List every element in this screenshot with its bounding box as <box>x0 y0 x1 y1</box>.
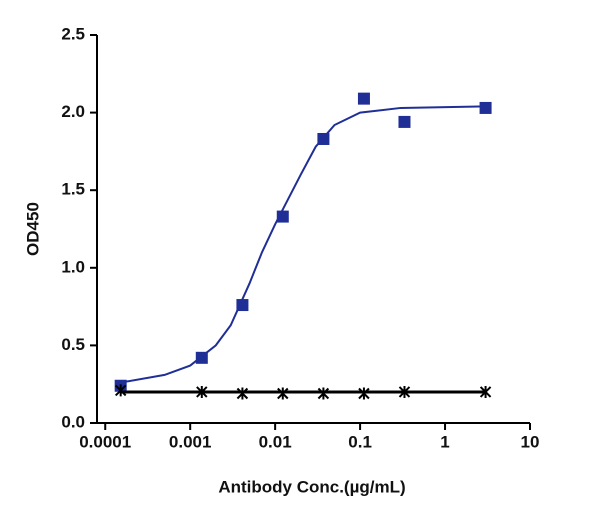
data-point <box>398 115 411 128</box>
y-axis-label: OD450 <box>23 202 42 256</box>
y-tick-label: 2.5 <box>61 24 85 43</box>
data-point <box>479 101 492 114</box>
data-point <box>358 387 370 400</box>
y-tick-label: 1.0 <box>61 257 85 276</box>
data-point <box>398 385 411 398</box>
fit-curve <box>120 105 486 384</box>
data-point <box>196 385 208 398</box>
data-point <box>317 387 330 400</box>
data-point <box>277 387 289 400</box>
data-point <box>357 92 370 105</box>
y-tick-label: 0.0 <box>61 412 85 431</box>
y-tick-label: 1.5 <box>61 180 85 199</box>
data-point <box>479 385 492 398</box>
data-point <box>114 384 127 397</box>
data-point <box>276 210 289 223</box>
y-tick-label: 2.0 <box>61 102 85 121</box>
data-point <box>195 351 208 364</box>
y-tick-label: 0.5 <box>61 335 85 354</box>
x-axis-label: Antibody Conc.(µg/mL) <box>218 477 405 496</box>
x-tick-label: 0.0001 <box>79 432 131 451</box>
x-tick-label: 10 <box>521 432 540 451</box>
x-tick-label: 1 <box>440 432 449 451</box>
data-point <box>317 132 330 145</box>
x-tick-label: 0.1 <box>348 432 372 451</box>
x-tick-label: 0.01 <box>259 432 292 451</box>
x-tick-label: 0.001 <box>169 432 212 451</box>
data-point <box>236 387 249 400</box>
data-point <box>236 299 249 312</box>
